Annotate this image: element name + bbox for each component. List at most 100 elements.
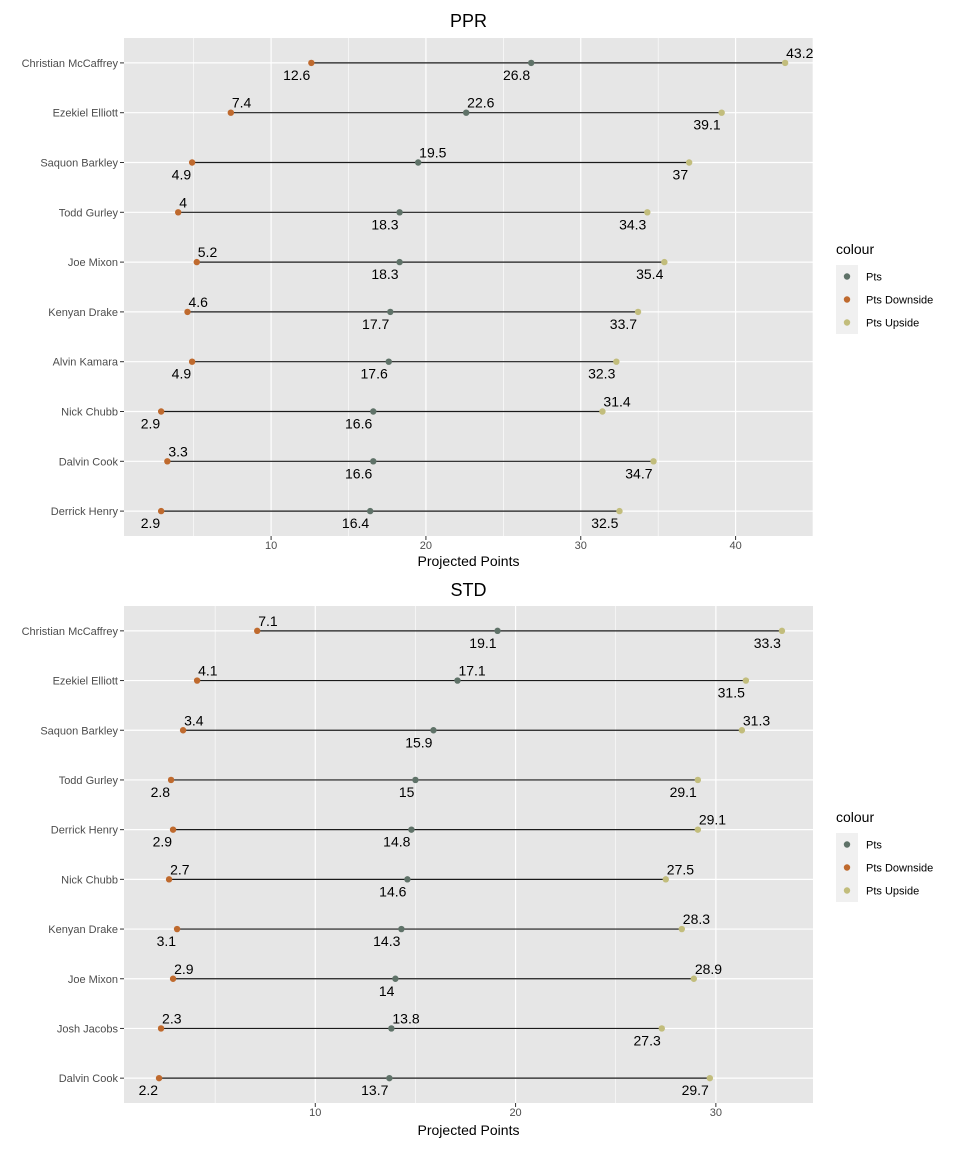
downside-point xyxy=(164,458,171,465)
pts-label: 13.7 xyxy=(361,1082,388,1098)
plot-panel xyxy=(124,38,813,536)
downside-point xyxy=(155,1074,163,1082)
x-tick-label: 20 xyxy=(509,1107,521,1119)
pts-label: 16.6 xyxy=(345,465,372,481)
downside-point xyxy=(173,925,181,933)
upside-point xyxy=(678,925,686,933)
pts-label: 17.7 xyxy=(362,316,389,332)
downside-label: 7.4 xyxy=(232,95,252,111)
upside-label: 39.1 xyxy=(693,117,720,133)
upside-label: 27.3 xyxy=(634,1032,661,1048)
downside-point xyxy=(253,627,261,635)
pts-label: 17.1 xyxy=(458,663,485,679)
upside-point xyxy=(658,1025,665,1032)
chart-panel-ppr: PPR 10 20 30 40 Projected Points Christian McC… xyxy=(22,11,934,569)
upside-label: 32.5 xyxy=(591,515,618,531)
upside-label: 32.3 xyxy=(588,366,615,382)
pts-point xyxy=(404,876,411,883)
legend-title: colour xyxy=(836,809,874,825)
pts-point xyxy=(396,258,403,266)
upside-point xyxy=(662,876,669,883)
upside-label: 35.4 xyxy=(636,266,663,282)
y-tick-label: Christian McCaffrey xyxy=(22,626,119,638)
upside-point xyxy=(661,258,668,266)
downside-label: 2.9 xyxy=(174,961,194,977)
downside-point xyxy=(157,1025,165,1032)
pts-point xyxy=(454,677,461,684)
legend-key-point xyxy=(843,887,851,894)
upside-label: 28.9 xyxy=(695,961,722,977)
x-tick-label: 10 xyxy=(265,540,277,552)
downside-label: 2.2 xyxy=(139,1082,159,1098)
upside-point xyxy=(706,1074,714,1082)
upside-point xyxy=(634,308,642,316)
x-tick-label: 30 xyxy=(710,1107,722,1119)
y-tick-label: Todd Gurley xyxy=(59,207,119,219)
upside-point xyxy=(613,358,620,365)
downside-label: 4.9 xyxy=(172,167,192,183)
pts-point xyxy=(430,727,437,734)
pts-label: 22.6 xyxy=(467,95,494,111)
upside-label: 29.1 xyxy=(670,784,697,800)
upside-point xyxy=(694,776,702,784)
pts-point xyxy=(398,925,405,933)
upside-point xyxy=(778,627,786,635)
y-tick-label: Kenyan Drake xyxy=(48,307,118,319)
upside-point xyxy=(616,507,623,515)
downside-label: 5.2 xyxy=(198,244,218,260)
downside-label: 4.9 xyxy=(172,366,192,382)
y-tick-label: Ezekiel Elliott xyxy=(53,108,118,120)
downside-point xyxy=(174,209,182,216)
downside-point xyxy=(308,59,315,67)
pts-label: 19.5 xyxy=(419,145,446,161)
legend: colour Pts Pts Downside Pts Upside xyxy=(836,809,933,902)
pts-label: 16.6 xyxy=(345,416,372,432)
upside-point xyxy=(690,975,698,982)
y-tick-label: Christian McCaffrey xyxy=(22,58,119,70)
pts-label: 15.9 xyxy=(405,734,432,750)
upside-label: 29.7 xyxy=(682,1082,709,1098)
x-tick-label: 10 xyxy=(309,1107,321,1119)
pts-label: 14 xyxy=(379,983,395,999)
legend-item-label: Pts Downside xyxy=(866,295,933,307)
pts-point xyxy=(386,1074,393,1082)
downside-point xyxy=(184,308,191,316)
y-tick-label: Dalvin Cook xyxy=(59,456,119,468)
legend: colour Pts Pts Downside Pts Upside xyxy=(836,241,933,334)
downside-label: 2.8 xyxy=(151,784,171,800)
upside-point xyxy=(644,209,651,216)
upside-label: 34.7 xyxy=(625,465,652,481)
pts-label: 26.8 xyxy=(503,67,530,83)
y-tick-label: Josh Jacobs xyxy=(57,1023,119,1035)
legend-item-label: Pts Upside xyxy=(866,886,919,898)
pts-label: 14.8 xyxy=(383,834,410,850)
upside-label: 33.7 xyxy=(610,316,637,332)
upside-label: 43.2 xyxy=(786,45,813,61)
pts-label: 13.8 xyxy=(392,1010,419,1026)
pts-label: 16.4 xyxy=(342,515,369,531)
pts-point xyxy=(387,308,394,316)
downside-point xyxy=(157,507,165,515)
upside-point xyxy=(781,59,789,67)
downside-point xyxy=(188,358,196,365)
legend-item-label: Pts xyxy=(866,272,882,284)
downside-point xyxy=(169,975,177,982)
x-axis-label: Projected Points xyxy=(418,1122,520,1138)
legend-key-point xyxy=(843,841,851,848)
legend-key-point xyxy=(843,864,851,871)
y-tick-label: Saquon Barkley xyxy=(40,725,118,737)
downside-point xyxy=(227,109,235,116)
downside-label: 2.9 xyxy=(153,834,173,850)
pts-point xyxy=(462,109,470,116)
upside-label: 31.5 xyxy=(718,685,745,701)
x-axis-label: Projected Points xyxy=(418,553,520,569)
upside-label: 33.3 xyxy=(754,635,781,651)
upside-label: 27.5 xyxy=(667,861,694,877)
downside-label: 2.7 xyxy=(170,861,190,877)
pts-label: 18.3 xyxy=(371,266,398,282)
pts-label: 14.6 xyxy=(379,883,406,899)
downside-label: 4.6 xyxy=(188,294,208,310)
legend-title: colour xyxy=(836,241,874,257)
pts-label: 18.3 xyxy=(371,216,398,232)
